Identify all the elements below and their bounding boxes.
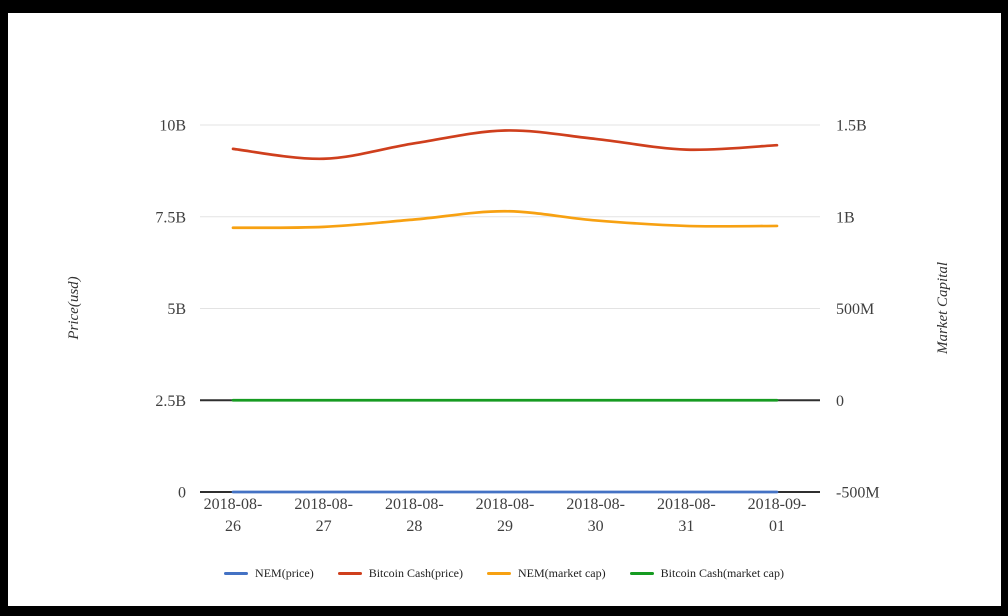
- left-axis-tick-label: 0: [178, 485, 186, 502]
- legend-item-bitcoin-cash-price[interactable]: Bitcoin Cash(price): [337, 566, 463, 581]
- legend-label: Bitcoin Cash(market cap): [660, 566, 784, 580]
- right-axis-title: Market Capital: [935, 262, 951, 355]
- legend-label: NEM(price): [255, 566, 314, 580]
- x-axis-tick-label: 2018-08-27: [294, 496, 353, 535]
- right-axis-tick-label: -500M: [836, 485, 880, 502]
- legend-swatch-icon: [224, 572, 249, 575]
- legend-item-nem-price[interactable]: NEM(price): [224, 566, 314, 581]
- gridlines: [200, 124, 820, 493]
- left-axis-tick-label: 2.5B: [155, 393, 186, 410]
- legend-swatch-icon: [487, 572, 511, 575]
- x-axis-tick-labels: 2018-08-26 2018-08-27 2018-08-28 2018-08-29…: [204, 496, 807, 535]
- right-axis-tick-label: 500M: [836, 301, 874, 318]
- x-axis-tick-label: 2018-08-29: [476, 496, 535, 535]
- right-axis-tick-labels: -500M 0 500M 1B 1.5B: [836, 118, 880, 502]
- legend-label: Bitcoin Cash(price): [368, 566, 463, 580]
- series-lines: [231, 129, 779, 494]
- right-axis-tick-label: 1.5B: [836, 118, 867, 135]
- chart-legend: NEM(price) Bitcoin Cash(price) NEM(market …: [0, 566, 1008, 581]
- legend-item-bitcoin-cash-market-cap[interactable]: Bitcoin Cash(market cap): [629, 566, 784, 581]
- x-axis-tick-label: 2018-08-26: [204, 496, 263, 535]
- x-axis-tick-label: 2018-09-01: [748, 496, 807, 535]
- left-axis-tick-label: 5B: [167, 301, 186, 318]
- right-axis-tick-label: 1B: [836, 209, 855, 226]
- x-axis-tick-label: 2018-08-28: [385, 496, 444, 535]
- left-axis-tick-label: 10B: [159, 118, 186, 135]
- line-nem-market-cap: [231, 209, 779, 230]
- x-axis-tick-label: 2018-08-30: [566, 496, 625, 535]
- legend-swatch-icon: [629, 572, 654, 575]
- right-axis-tick-label: 0: [836, 393, 844, 410]
- left-axis-title: Price(usd): [66, 276, 82, 340]
- chart-canvas: [8, 13, 1001, 606]
- line-bitcoin-cash-price: [231, 129, 779, 161]
- legend-item-nem-market-cap[interactable]: NEM(market cap): [487, 566, 606, 581]
- left-axis-tick-labels: 0 2.5B 5B 7.5B 10B: [155, 118, 186, 502]
- legend-swatch-icon: [337, 572, 362, 575]
- x-axis-tick-label: 2018-08-31: [657, 496, 716, 535]
- left-axis-tick-label: 7.5B: [155, 209, 186, 226]
- legend-label: NEM(market cap): [518, 566, 606, 580]
